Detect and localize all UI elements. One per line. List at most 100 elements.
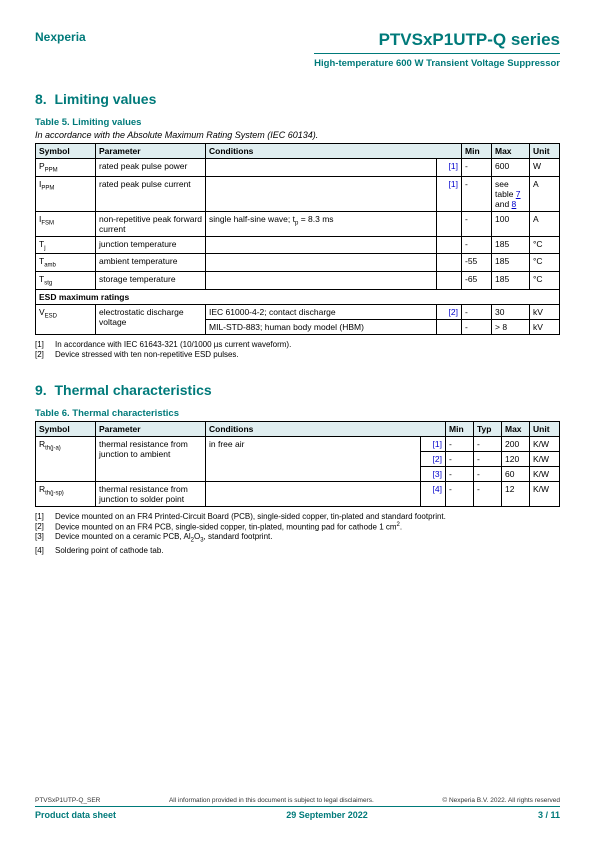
t6-col-conditions: Conditions <box>206 421 446 436</box>
t6-min-1: - <box>446 436 474 451</box>
note-index: [2] <box>35 522 55 533</box>
t6-typ-4: - <box>474 481 502 506</box>
t6-param-1: thermal resistance from junction to ambi… <box>96 436 206 481</box>
cell-parameter: ambient temperature <box>96 254 206 272</box>
col-max: Max <box>492 144 530 159</box>
note-line: [3]Device mounted on a ceramic PCB, Al2O… <box>35 532 560 545</box>
page-footer: PTVSxP1UTP-Q_SER All information provide… <box>35 797 560 820</box>
table-6-notes: [1]Device mounted on an FR4 Printed-Circ… <box>35 512 560 556</box>
cell-conditions: single half-sine wave; tp = 8.3 ms <box>206 211 437 236</box>
t6-sym-4: Rth(j-sp) <box>36 481 96 506</box>
footer-disclaimer: All information provided in this documen… <box>169 797 374 804</box>
footer-top-row: PTVSxP1UTP-Q_SER All information provide… <box>35 797 560 807</box>
t6-cond-4 <box>206 481 421 506</box>
cell-unit: W <box>530 159 560 177</box>
esd-ref-1[interactable]: [2] <box>436 304 461 319</box>
t6-col-max: Max <box>502 421 530 436</box>
cell-conditions <box>206 159 437 177</box>
cell-min: -65 <box>462 272 492 290</box>
cell-conditions <box>206 254 437 272</box>
table-row: Tstgstorage temperature-65185°C <box>36 272 560 290</box>
cell-min: -55 <box>462 254 492 272</box>
cell-ref <box>436 254 461 272</box>
esd-max-2: > 8 <box>492 319 530 334</box>
cell-ref[interactable]: [1] <box>436 159 461 177</box>
cell-conditions <box>206 272 437 290</box>
note-text: Device mounted on a ceramic PCB, Al2O3, … <box>55 532 272 545</box>
t6-ref-4[interactable]: [4] <box>420 481 445 506</box>
cell-max: see table 7 and 8 <box>492 176 530 211</box>
cell-max: 100 <box>492 211 530 236</box>
footer-doc-id: PTVSxP1UTP-Q_SER <box>35 797 100 804</box>
cell-max: 600 <box>492 159 530 177</box>
esd-header-row: ESD maximum ratings <box>36 289 560 304</box>
esd-min-1: - <box>462 304 492 319</box>
cell-ref[interactable]: [1] <box>436 176 461 211</box>
cell-max: 185 <box>492 272 530 290</box>
t6-min-3: - <box>446 466 474 481</box>
t6-ref-3[interactable]: [3] <box>420 466 445 481</box>
note-index: [1] <box>35 512 55 522</box>
t6-col-min: Min <box>446 421 474 436</box>
cell-conditions <box>206 236 437 254</box>
header-subtitle: High-temperature 600 W Transient Voltage… <box>314 58 560 69</box>
cell-min: - <box>462 236 492 254</box>
esd-param: electrostatic discharge voltage <box>96 304 206 334</box>
esd-header: ESD maximum ratings <box>36 289 560 304</box>
col-unit: Unit <box>530 144 560 159</box>
t6-max-2: 120 <box>502 451 530 466</box>
cell-unit: °C <box>530 236 560 254</box>
esd-unit-2: kV <box>530 319 560 334</box>
brand-name: Nexperia <box>35 30 86 44</box>
t6-unit-4: K/W <box>530 481 560 506</box>
note-index: [4] <box>35 546 55 556</box>
t6-unit-2: K/W <box>530 451 560 466</box>
table-limiting-values: Symbol Parameter Conditions Min Max Unit… <box>35 143 560 335</box>
table-6-caption: Table 6. Thermal characteristics <box>35 408 560 419</box>
cell-min: - <box>462 211 492 236</box>
cell-symbol: Tamb <box>36 254 96 272</box>
t6-ref-1[interactable]: [1] <box>420 436 445 451</box>
cell-ref <box>436 211 461 236</box>
section-8-title: Limiting values <box>54 91 156 107</box>
table-5-notes: [1]In accordance with IEC 61643-321 (10/… <box>35 340 560 360</box>
cell-min: - <box>462 159 492 177</box>
t6-typ-1: - <box>474 436 502 451</box>
t6-ref-2[interactable]: [2] <box>420 451 445 466</box>
esd-ref-2 <box>436 319 461 334</box>
cell-unit: A <box>530 211 560 236</box>
t6-typ-3: - <box>474 466 502 481</box>
note-text: Device stressed with ten non-repetitive … <box>55 350 239 360</box>
section-8-num: 8. <box>35 91 47 107</box>
footer-date: 29 September 2022 <box>286 810 368 820</box>
cell-unit: A <box>530 176 560 211</box>
note-line: [2]Device mounted on an FR4 PCB, single-… <box>35 522 560 533</box>
cell-symbol: Tj <box>36 236 96 254</box>
table-row: IFSMnon-repetitive peak forward currents… <box>36 211 560 236</box>
esd-row-1: VESD electrostatic discharge voltage IEC… <box>36 304 560 319</box>
note-text: Soldering point of cathode tab. <box>55 546 164 556</box>
cell-parameter: rated peak pulse power <box>96 159 206 177</box>
t6-max-4: 12 <box>502 481 530 506</box>
header-right: PTVSxP1UTP-Q series High-temperature 600… <box>314 30 560 69</box>
esd-max-1: 30 <box>492 304 530 319</box>
footer-type: Product data sheet <box>35 810 116 820</box>
footer-bottom-row: Product data sheet 29 September 2022 3 /… <box>35 810 560 820</box>
footer-copyright: © Nexperia B.V. 2022. All rights reserve… <box>442 797 560 804</box>
table-5-compliance: In accordance with the Absolute Maximum … <box>35 130 560 140</box>
series-title: PTVSxP1UTP-Q series <box>314 30 560 50</box>
t6-max-3: 60 <box>502 466 530 481</box>
t6-sym-1: Rth(j-a) <box>36 436 96 481</box>
esd-min-2: - <box>462 319 492 334</box>
note-text: Device mounted on an FR4 PCB, single-sid… <box>55 522 402 533</box>
note-text: Device mounted on an FR4 Printed-Circuit… <box>55 512 446 522</box>
cell-conditions <box>206 176 437 211</box>
cell-symbol: IPPM <box>36 176 96 211</box>
table-row: PPPMrated peak pulse power[1]-600W <box>36 159 560 177</box>
cell-symbol: IFSM <box>36 211 96 236</box>
cell-parameter: rated peak pulse current <box>96 176 206 211</box>
section-9-title: Thermal characteristics <box>54 382 211 398</box>
t6-typ-2: - <box>474 451 502 466</box>
esd-cond-2: MIL-STD-883; human body model (HBM) <box>206 319 437 334</box>
t6-max-1: 200 <box>502 436 530 451</box>
